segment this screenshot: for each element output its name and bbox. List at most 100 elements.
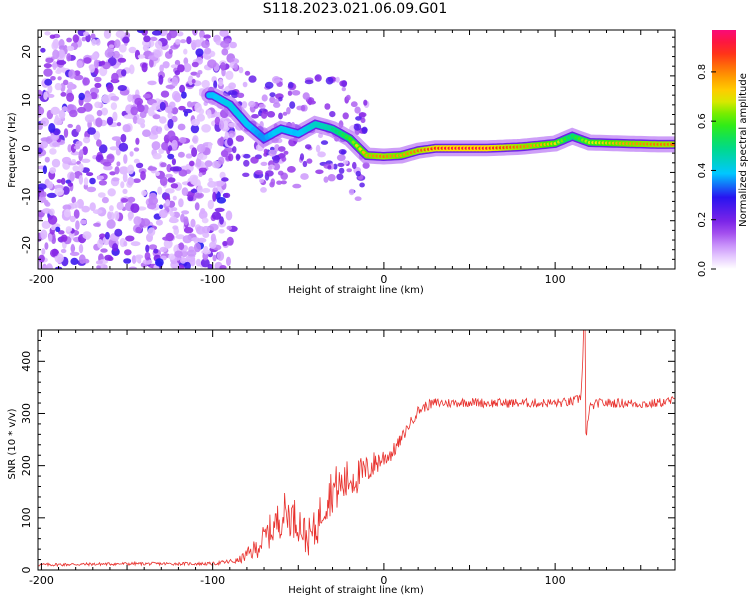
heatmap-noise-blob — [165, 199, 171, 207]
heatmap-noise-blob — [184, 261, 191, 269]
heatmap-noise-blob — [178, 169, 188, 177]
heatmap-noise-blob — [272, 156, 280, 164]
heatmap-noise-blob — [193, 242, 202, 253]
heatmap-noise-blob — [71, 196, 76, 204]
heatmap-noise-blob — [323, 176, 329, 183]
heatmap-noise-blob — [175, 234, 185, 240]
heatmap-noise-blob — [183, 57, 189, 65]
heatmap-noise-blob — [95, 117, 103, 128]
heatmap-noise-blob — [248, 100, 256, 108]
heatmap-noise-blob — [160, 90, 170, 98]
heatmap-noise-blob — [200, 208, 206, 214]
heatmap-noise-blob — [117, 57, 127, 63]
heatmap-noise-blob — [116, 122, 122, 127]
heatmap-noise-blob — [112, 50, 120, 59]
heatmap-noise-blob — [65, 226, 73, 233]
heatmap-noise-blob — [41, 220, 51, 229]
heatmap-noise-blob — [201, 217, 209, 224]
heatmap-noise-blob — [43, 91, 48, 101]
heatmap-noise-blob — [44, 156, 50, 163]
heatmap-noise-blob — [167, 177, 176, 183]
heatmap-noise-blob — [73, 209, 80, 219]
heatmap-noise-blob — [109, 171, 116, 176]
heatmap-noise-blob — [106, 116, 114, 126]
heatmap-noise-blob — [112, 243, 119, 252]
heatmap-noise-blob — [333, 163, 338, 170]
heatmap-noise-blob — [127, 164, 135, 175]
heatmap-noise-blob — [89, 177, 96, 185]
heatmap-noise-blob — [44, 242, 49, 250]
heatmap-noise-blob — [122, 124, 131, 133]
heatmap-noise-blob — [82, 146, 88, 156]
heatmap-noise-blob — [228, 57, 234, 63]
heatmap-noise-blob — [287, 166, 296, 173]
y-tick-label: -10 — [20, 188, 33, 206]
heatmap-noise-blob — [145, 244, 150, 253]
heatmap-noise-blob — [272, 162, 281, 171]
heatmap-noise-blob — [50, 76, 56, 81]
heatmap-noise-blob — [173, 92, 182, 103]
heatmap-noise-blob — [47, 181, 54, 190]
heatmap-noise-blob — [195, 258, 201, 267]
heatmap-noise-blob — [216, 251, 225, 261]
heatmap-noise-blob — [63, 128, 69, 138]
heatmap-noise-blob — [261, 94, 268, 102]
heatmap-noise-blob — [54, 82, 62, 91]
heatmap-noise-blob — [226, 236, 234, 246]
heatmap-noise-blob — [51, 248, 59, 257]
heatmap-noise-blob — [82, 231, 92, 240]
heatmap-noise-blob — [73, 201, 79, 209]
heatmap-noise-blob — [125, 235, 135, 242]
heatmap-noise-blob — [52, 38, 60, 49]
heatmap-noise-blob — [359, 182, 365, 188]
heatmap-noise-blob — [52, 142, 60, 147]
heatmap-noise-blob — [224, 131, 229, 139]
heatmap-noise-blob — [153, 248, 159, 254]
heatmap-noise-blob — [115, 148, 121, 156]
heatmap-noise-blob — [69, 215, 76, 223]
heatmap-noise-blob — [122, 172, 128, 183]
heatmap-noise-blob — [76, 60, 84, 69]
heatmap-noise-blob — [305, 144, 312, 150]
heatmap-noise-blob — [98, 144, 108, 154]
y-tick-label: -20 — [20, 236, 33, 254]
heatmap-noise-blob — [51, 158, 61, 168]
heatmap-noise-blob — [151, 102, 161, 111]
heatmap-noise-blob — [192, 135, 199, 144]
heatmap-noise-blob — [225, 210, 233, 221]
heatmap-noise-blob — [52, 49, 60, 60]
heatmap-noise-blob — [60, 82, 66, 93]
heatmap-noise-blob — [93, 222, 101, 227]
heatmap-noise-blob — [221, 48, 229, 56]
heatmap-noise-blob — [169, 101, 176, 109]
heatmap-noise-blob — [315, 169, 324, 175]
heatmap-noise-blob — [70, 243, 75, 254]
heatmap-noise-blob — [87, 127, 96, 135]
heatmap-noise-blob — [307, 97, 313, 106]
heatmap-noise-blob — [57, 76, 62, 81]
heatmap-noise-blob — [204, 47, 212, 55]
heatmap-noise-blob — [43, 68, 53, 77]
heatmap-noise-blob — [363, 99, 368, 106]
heatmap-noise-blob — [341, 86, 346, 92]
heatmap-noise-blob — [66, 45, 75, 51]
heatmap-noise-blob — [102, 161, 112, 167]
heatmap-noise-blob — [92, 209, 103, 215]
heatmap-noise-blob — [38, 124, 43, 130]
heatmap-noise-blob — [62, 79, 69, 86]
heatmap-noise-blob — [93, 59, 99, 70]
heatmap-noise-blob — [114, 166, 120, 175]
heatmap-noise-blob — [148, 244, 158, 250]
heatmap-noise-blob — [318, 133, 323, 139]
heatmap-noise-blob — [66, 92, 75, 103]
heatmap-noise-blob — [55, 226, 61, 232]
heatmap-noise-blob — [135, 226, 142, 234]
heatmap-noise-blob — [74, 70, 81, 76]
heatmap-noise-blob — [120, 181, 125, 189]
heatmap-noise-blob — [38, 147, 43, 154]
x-tick-label: 100 — [545, 273, 566, 286]
heatmap-noise-blob — [123, 240, 128, 247]
heatmap-noise-blob — [78, 244, 84, 254]
figure-title: S118.2023.021.06.09.G01 — [262, 1, 448, 17]
heatmap-noise-blob — [128, 46, 137, 54]
